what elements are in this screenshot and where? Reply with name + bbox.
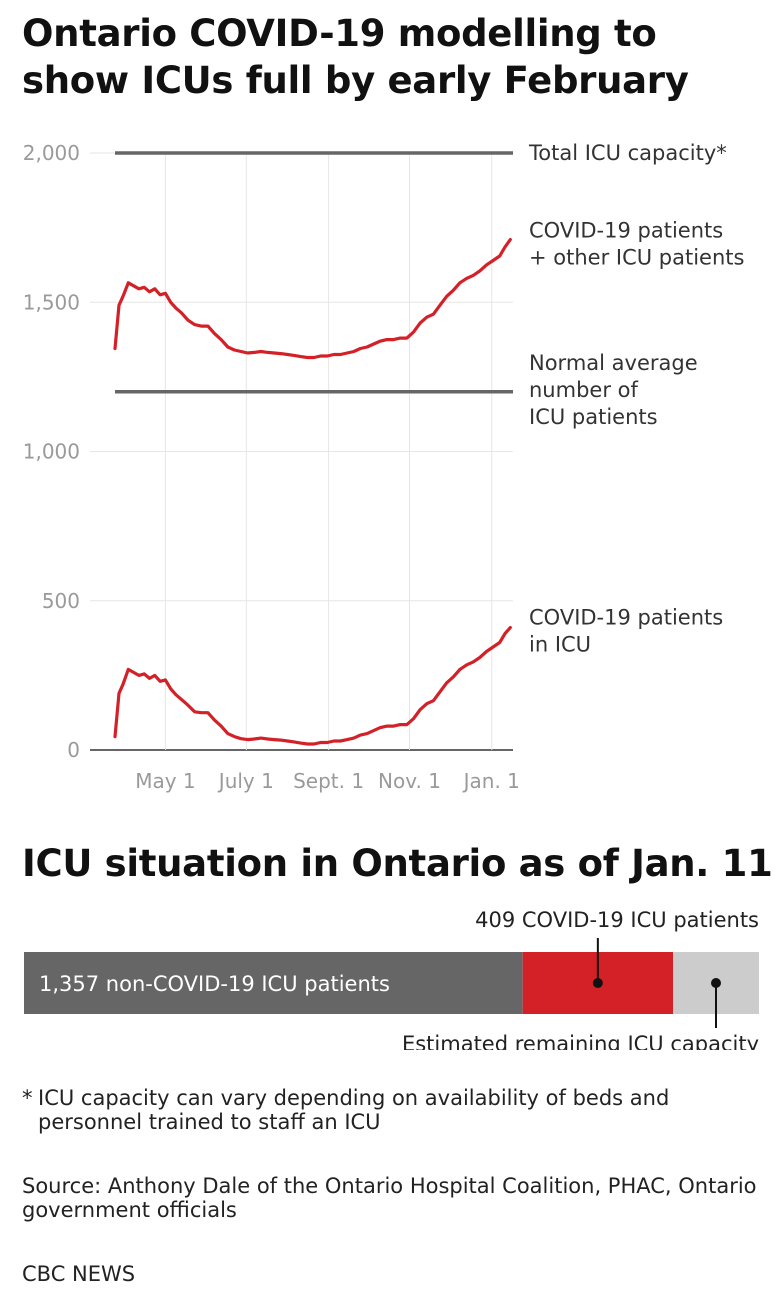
footnote-text: ICU capacity can vary depending on avail… <box>38 1086 670 1134</box>
y-tick-2000: 2,000 <box>23 141 80 165</box>
reference-lines <box>115 151 513 394</box>
bar-segment-non-covid-19-icu-patients <box>24 952 523 1014</box>
y-tick-1000: 1,000 <box>23 440 80 464</box>
callout-dot-covid <box>592 978 603 988</box>
x-tick-may-1: May 1 <box>135 769 195 793</box>
series-layer <box>113 238 512 746</box>
y-tick-500: 500 <box>42 589 80 613</box>
x-tick-sept-1: Sept. 1 <box>293 769 364 793</box>
bar-label-covid-19-icu-patients: 409 COVID-19 ICU patients <box>475 908 759 932</box>
stacked-bar-chart: 1,357 non-COVID-19 ICU patients 409 COVID… <box>24 908 759 1050</box>
series-label-covid-19-patients-in-icu: COVID-19 patients in ICU <box>529 606 723 657</box>
reference-label-total-icu-capacity: Total ICU capacity* <box>528 141 727 165</box>
footnote-mark: * <box>22 1086 33 1110</box>
reference-label-normal-average-number-of-icu-patients: Normal average number of ICU patients <box>529 351 698 429</box>
x-tick-july-1: July 1 <box>217 769 274 793</box>
source-note: Source: Anthony Dale of the Ontario Hosp… <box>22 1174 757 1222</box>
brand-logo-text: CBC NEWS <box>22 1262 136 1286</box>
grid-layer <box>90 152 513 751</box>
x-tick-nov-1: Nov. 1 <box>378 769 441 793</box>
label-layer: 2,000 1,500 1,000 500 0 May 1 July 1 Sept. 1 Nov… <box>23 141 745 793</box>
x-tick-jan-1: Jan. 1 <box>462 769 520 793</box>
bar-label-non-covid-19-icu-patients: 1,357 non-COVID-19 ICU patients <box>39 972 390 996</box>
line-chart: 2,000 1,500 1,000 500 0 May 1 July 1 Sept. 1 Nov… <box>23 141 745 793</box>
y-tick-1500: 1,500 <box>23 290 80 314</box>
bar-label-estimated-remaining-icu-capacity: Estimated remaining ICU capacity <box>402 1032 759 1050</box>
callout-dot-remaining <box>711 978 722 988</box>
chart-title: Ontario COVID-19 modelling to show ICUs … <box>22 12 689 102</box>
footnote: * ICU capacity can vary depending on ava… <box>22 1086 762 1134</box>
series-line-covid-19-patients-in-icu <box>113 626 512 746</box>
series-line-covid-19-patients-other-icu-patients <box>113 238 512 360</box>
y-tick-0: 0 <box>67 738 80 762</box>
bar-title: ICU situation in Ontario as of Jan. 11 <box>22 842 773 885</box>
series-label-covid-19-patients-other-icu-patients: COVID-19 patients + other ICU patients <box>529 219 744 270</box>
